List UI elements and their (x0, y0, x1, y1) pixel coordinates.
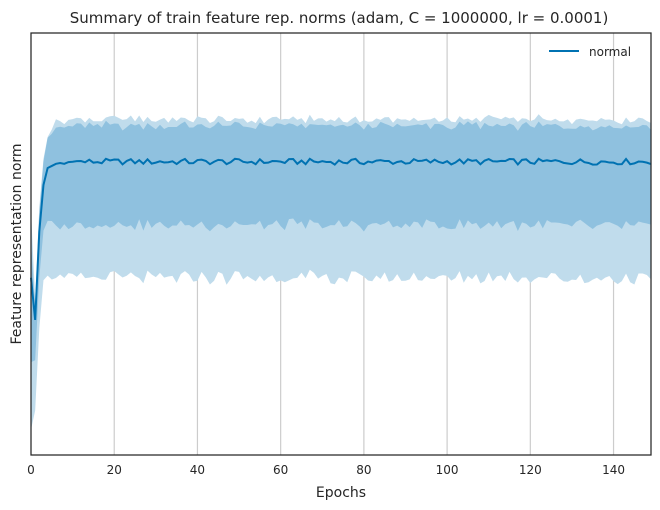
x-tick-label-120: 120 (519, 463, 542, 477)
x-tick-label-40: 40 (190, 463, 205, 477)
x-axis-ticks: 0 20 40 60 80 100 120 140 (27, 463, 625, 477)
mean-line (30, 157, 652, 321)
y-axis-label: Feature representation norm (9, 143, 25, 344)
x-tick-label-100: 100 (436, 463, 459, 477)
legend: normal (549, 45, 631, 59)
inner-band (31, 120, 651, 363)
plot-frame (30, 32, 652, 456)
x-tick-label-20: 20 (107, 463, 122, 477)
x-tick-label-80: 80 (356, 463, 371, 477)
x-tick-label-60: 60 (273, 463, 288, 477)
legend-label-normal: normal (589, 45, 631, 59)
chart-title: Summary of train feature rep. norms (ada… (70, 9, 609, 27)
x-tick-label-0: 0 (27, 463, 35, 477)
x-tick-label-140: 140 (602, 463, 625, 477)
x-axis-label: Epochs (316, 485, 366, 501)
